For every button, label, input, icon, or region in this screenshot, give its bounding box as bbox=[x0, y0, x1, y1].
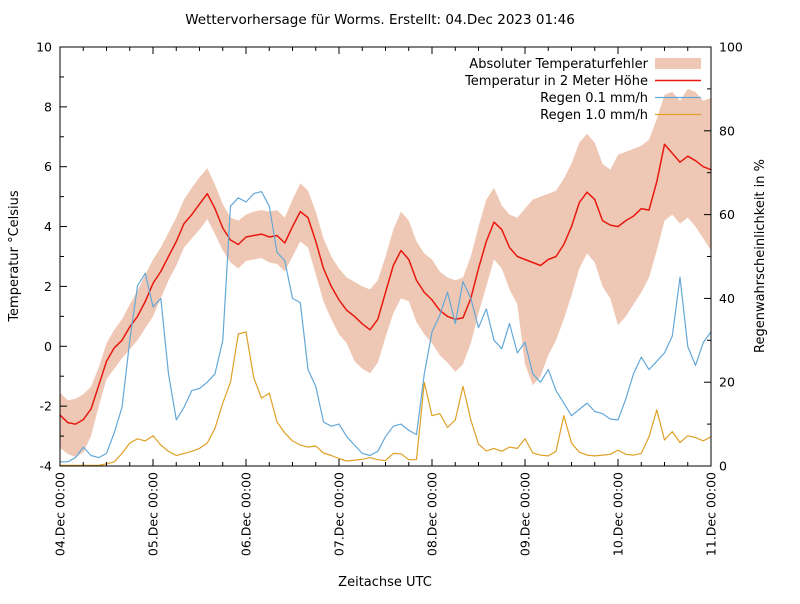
tick-label: 07.Dec 00:00 bbox=[332, 472, 347, 556]
tick-label: 100 bbox=[719, 40, 743, 55]
legend-label-temperature-error: Absoluter Temperaturfehler bbox=[469, 57, 648, 72]
tick-label: 05.Dec 00:00 bbox=[146, 472, 161, 556]
tick-label: 40 bbox=[719, 291, 735, 306]
tick-label: 04.Dec 00:00 bbox=[53, 472, 68, 556]
tick-label: 0 bbox=[719, 459, 727, 474]
tick-label: 80 bbox=[719, 123, 735, 138]
tick-label: 2 bbox=[44, 279, 52, 294]
legend-label-rain-10: Regen 1.0 mm/h bbox=[540, 108, 648, 123]
tick-label: 10.Dec 00:00 bbox=[611, 472, 626, 556]
tick-label: -4 bbox=[40, 459, 53, 474]
right-axis-title: Regenwahrscheinlichkeit in % bbox=[753, 159, 768, 353]
tick-label: 06.Dec 00:00 bbox=[239, 472, 254, 556]
tick-label: 11.Dec 00:00 bbox=[704, 472, 719, 556]
tick-label: 0 bbox=[44, 339, 52, 354]
legend-swatch-band bbox=[655, 58, 701, 69]
tick-label: 8 bbox=[44, 99, 52, 114]
tick-label: 08.Dec 00:00 bbox=[425, 472, 440, 556]
x-axis-title: Zeitachse UTC bbox=[338, 575, 432, 590]
chart-legend: Absoluter Temperaturfehler Temperatur in… bbox=[464, 57, 701, 123]
tick-label: 10 bbox=[36, 40, 52, 55]
plot-series bbox=[59, 88, 712, 466]
tick-label: 20 bbox=[719, 375, 735, 390]
legend-label-rain-01: Regen 0.1 mm/h bbox=[540, 91, 648, 106]
tick-label: 60 bbox=[719, 207, 735, 222]
plot-border bbox=[59, 46, 712, 467]
left-axis-title: Temperatur °Celsius bbox=[7, 190, 22, 323]
chart-title: Wettervorhersage für Worms. Erstellt: 04… bbox=[185, 12, 575, 28]
legend-label-temperature: Temperatur in 2 Meter Höhe bbox=[464, 74, 648, 89]
tick-label: 4 bbox=[44, 219, 52, 234]
tick-label: -2 bbox=[40, 399, 52, 414]
tick-label: 09.Dec 00:00 bbox=[518, 472, 533, 556]
tick-label: 6 bbox=[44, 159, 52, 174]
